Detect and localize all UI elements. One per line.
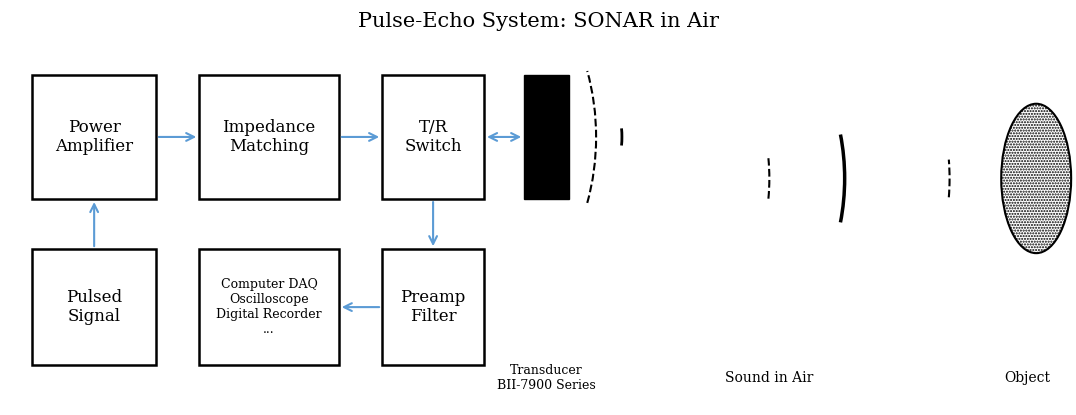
Text: Power
Amplifier: Power Amplifier bbox=[55, 119, 133, 155]
Text: Transducer
BII-7900 Series: Transducer BII-7900 Series bbox=[497, 364, 596, 392]
Bar bbox=[382, 249, 484, 365]
Ellipse shape bbox=[1001, 104, 1071, 253]
Text: Object: Object bbox=[1005, 371, 1050, 385]
Text: Impedance
Matching: Impedance Matching bbox=[223, 119, 315, 155]
Bar bbox=[32, 75, 156, 199]
Text: Computer DAQ
Oscilloscope
Digital Recorder
...: Computer DAQ Oscilloscope Digital Record… bbox=[216, 278, 322, 336]
Bar bbox=[32, 249, 156, 365]
Text: Pulsed
Signal: Pulsed Signal bbox=[66, 289, 123, 325]
Text: Pulse-Echo System: SONAR in Air: Pulse-Echo System: SONAR in Air bbox=[357, 12, 719, 32]
Text: T/R
Switch: T/R Switch bbox=[405, 119, 462, 155]
Bar bbox=[199, 75, 339, 199]
Text: Preamp
Filter: Preamp Filter bbox=[400, 289, 466, 325]
Bar bbox=[199, 249, 339, 365]
Bar bbox=[382, 75, 484, 199]
Bar bbox=[524, 75, 569, 199]
Text: Sound in Air: Sound in Air bbox=[725, 371, 813, 385]
